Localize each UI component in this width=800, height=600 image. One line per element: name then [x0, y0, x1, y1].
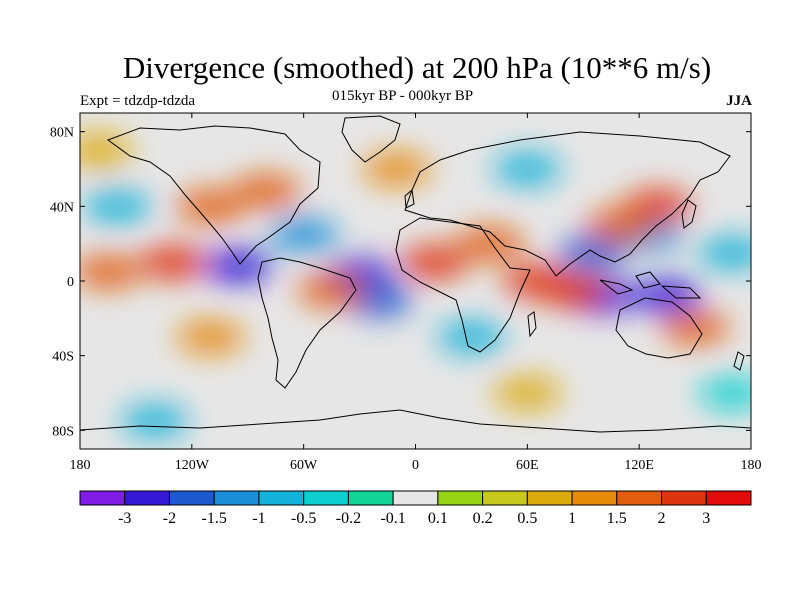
field-feature-22 — [83, 188, 152, 225]
colorbar-label-7: 0.1 — [428, 510, 448, 527]
x-tick-label-2: 60W — [290, 458, 318, 473]
season-label: JJA — [726, 93, 752, 109]
colorbar-label-8: 0.2 — [473, 510, 493, 527]
x-tick-label-1: 120W — [175, 458, 210, 473]
field-feature-16 — [232, 173, 301, 210]
y-tick-label-1: 40N — [50, 200, 74, 215]
colorbar-swatch-8 — [437, 490, 484, 506]
y-tick-label-0: 80N — [50, 126, 74, 141]
field-feature-12 — [539, 272, 608, 309]
colorbar-label-4: -0.5 — [291, 510, 316, 527]
colorbar-label-2: -1.5 — [202, 510, 227, 527]
colorbar-swatch-4 — [258, 490, 305, 506]
field-feature-8 — [80, 253, 142, 290]
field-feature-28 — [80, 132, 133, 169]
coastlines — [80, 115, 751, 433]
colorbar-swatch-13 — [661, 490, 707, 506]
x-axis: 180 120W 60W 0 60E 120E 180 — [70, 113, 762, 473]
field-feature-23 — [269, 216, 338, 253]
colorbar-swatch-11 — [571, 490, 618, 506]
y-tick-label-3: 40S — [52, 350, 74, 365]
y-tick-label-4: 80S — [52, 424, 74, 439]
field-feature-25 — [698, 235, 751, 271]
colorbar-label-12: 2 — [658, 510, 666, 527]
x-tick-label-3: 0 — [412, 458, 419, 473]
colorbar-swatch-1 — [124, 490, 170, 506]
colorbar-swatch-5 — [303, 490, 349, 506]
colorbar-label-13: 3 — [702, 510, 710, 527]
chart-subtitle: 015kyr BP - 000kyr BP — [332, 88, 474, 104]
colorbar-swatch-9 — [482, 490, 528, 506]
colorbar-swatch-0 — [79, 490, 126, 506]
field-feature-15 — [586, 207, 655, 243]
field-feature-18 — [661, 309, 730, 346]
field-feature-29 — [698, 375, 751, 411]
colorbar-swatch-7 — [392, 490, 439, 506]
colorbar-swatch-12 — [616, 490, 663, 506]
colorbar-swatch-2 — [168, 490, 215, 506]
field-feature-4 — [633, 277, 702, 314]
field-feature-7 — [139, 244, 208, 281]
colorbar-swatch-14 — [705, 490, 752, 506]
field-feature-19 — [176, 319, 245, 355]
field-feature-10 — [400, 244, 469, 281]
field-feature-20 — [362, 151, 431, 187]
experiment-label: Expt = tdzdp-tdzda — [80, 93, 196, 109]
field-feature-27 — [493, 375, 562, 411]
field-feature-26 — [120, 403, 189, 439]
colorbar-label-9: 0.5 — [517, 510, 537, 527]
colorbar-swatch-10 — [526, 490, 573, 506]
colorbar-label-10: 1 — [568, 510, 576, 527]
colorbar-label-1: -2 — [163, 510, 176, 527]
colorbar-label-11: 1.5 — [607, 510, 627, 527]
field-feature-17 — [176, 188, 245, 225]
field-feature-13 — [456, 225, 525, 262]
x-tick-label-5: 120E — [624, 458, 654, 473]
colorbar-label-6: -0.1 — [380, 510, 405, 527]
field-feature-5 — [558, 235, 627, 271]
colorbar-label-5: -0.2 — [336, 510, 361, 527]
colorbar-swatch-3 — [213, 490, 260, 506]
x-tick-label-0: 180 — [70, 458, 91, 473]
y-tick-label-2: 0 — [67, 275, 74, 290]
divergence-field — [80, 132, 751, 439]
x-tick-label-4: 60E — [516, 458, 539, 473]
map-area — [80, 113, 751, 449]
x-tick-label-6: 180 — [741, 458, 762, 473]
colorbar-label-3: -1 — [252, 510, 265, 527]
field-feature-24 — [437, 319, 506, 355]
chart-title: Divergence (smoothed) at 200 hPa (10**6 … — [122, 50, 712, 85]
colorbar: -3 -2 -1.5 -1 -0.5 -0.2 -0.1 0.1 0.2 0.5 1 1.5 2 3 — [79, 490, 752, 527]
field-feature-21 — [493, 151, 562, 187]
colorbar-swatch-6 — [347, 490, 394, 506]
colorbar-label-0: -3 — [118, 510, 131, 527]
y-axis: 80N 40N 0 40S 80S — [50, 126, 751, 439]
field-feature-0 — [204, 248, 273, 285]
